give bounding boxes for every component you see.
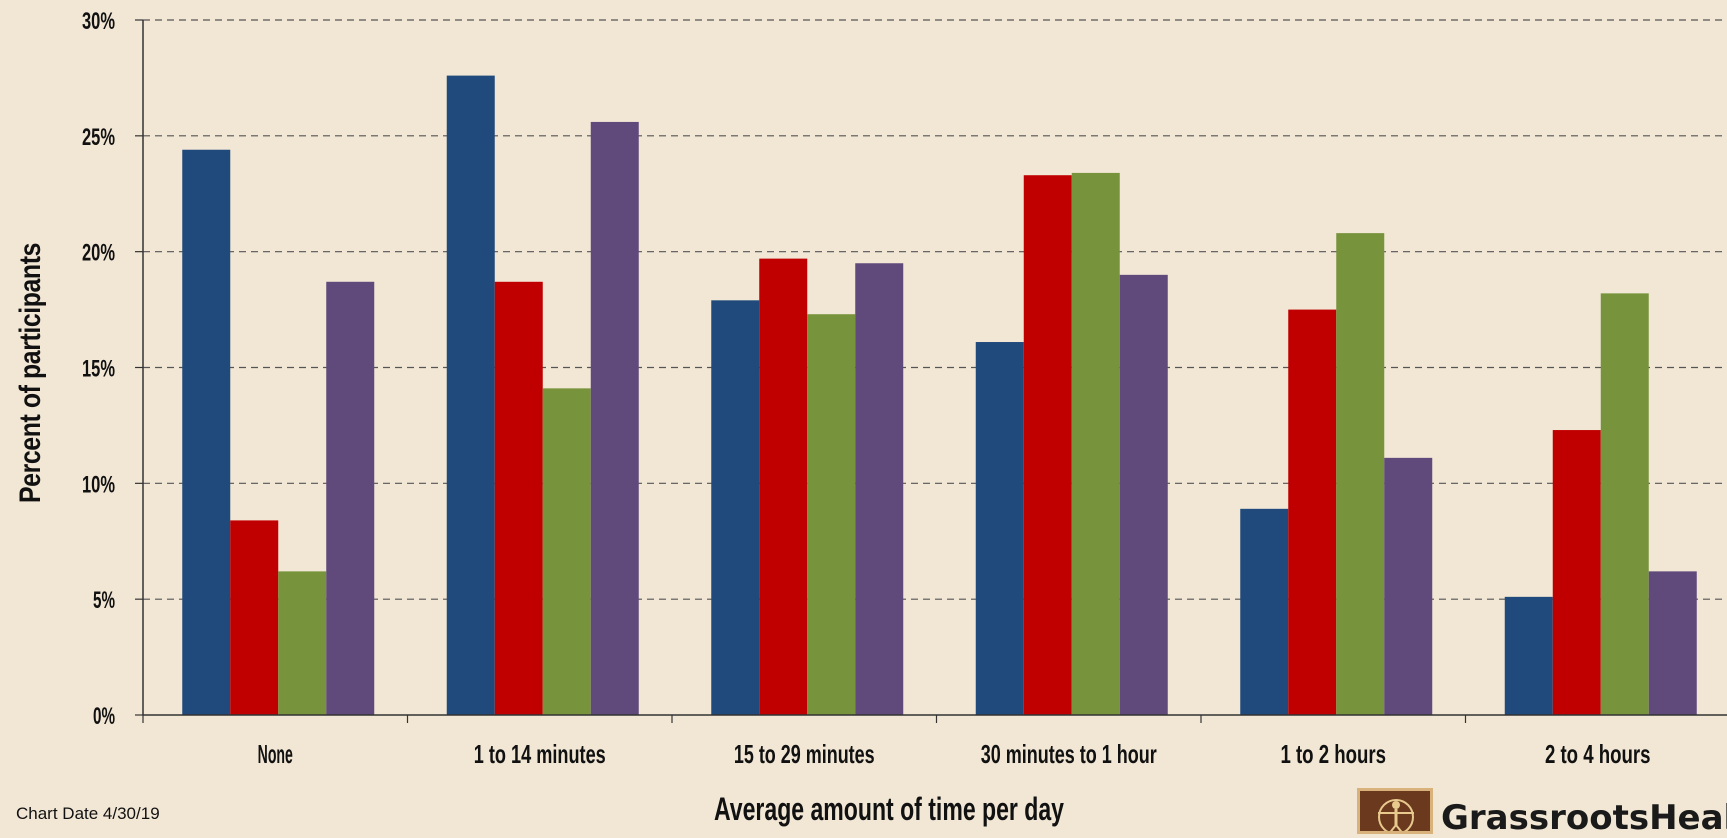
bar xyxy=(1119,274,1168,715)
bar xyxy=(1240,508,1289,715)
grassroots-health-logo: GrassrootsHealth xyxy=(1357,788,1727,838)
bar xyxy=(494,281,543,715)
y-axis-title: Percent of participants xyxy=(14,243,47,503)
bar xyxy=(1288,309,1337,715)
y-tick-label: 20% xyxy=(82,240,115,267)
x-tick-label: 15 to 29 minutes xyxy=(734,739,875,769)
bar xyxy=(855,263,904,715)
bar xyxy=(975,342,1024,715)
x-tick-label: None xyxy=(258,739,293,769)
bar xyxy=(807,314,856,715)
x-axis-category-labels: None 1 to 14 minutes 15 to 29 minutes 30 mi… xyxy=(258,739,1651,769)
bar xyxy=(1023,175,1072,715)
bar xyxy=(230,520,279,715)
bar xyxy=(711,300,760,715)
bar xyxy=(1552,430,1601,715)
bar xyxy=(1648,571,1697,715)
y-tick-label: 10% xyxy=(82,471,115,498)
y-axis-ticks: 0% 5% 10% 15% 20% 25% 30% xyxy=(82,8,143,730)
bar xyxy=(1336,233,1385,715)
bar xyxy=(326,281,375,715)
bars xyxy=(182,75,1697,716)
gridlines xyxy=(143,19,1727,600)
bar xyxy=(1600,293,1649,715)
x-axis-title: Average amount of time per day xyxy=(714,791,1064,827)
y-tick-label: 5% xyxy=(93,587,115,614)
y-tick-label: 25% xyxy=(82,124,115,151)
vitruvian-man-icon xyxy=(1357,788,1433,834)
logo-text: GrassrootsHealth xyxy=(1441,798,1727,838)
bar xyxy=(1504,596,1553,715)
y-tick-label: 15% xyxy=(82,356,115,383)
y-tick-label: 30% xyxy=(82,8,115,35)
chart-date: Chart Date 4/30/19 xyxy=(16,804,160,823)
bar xyxy=(446,75,495,716)
bar xyxy=(542,388,591,715)
bar xyxy=(1384,457,1433,715)
axes xyxy=(142,20,1727,723)
x-tick-label: 1 to 2 hours xyxy=(1280,739,1386,769)
bar xyxy=(590,121,639,715)
x-tick-label: 30 minutes to 1 hour xyxy=(981,739,1157,769)
x-tick-label: 1 to 14 minutes xyxy=(474,739,606,769)
bar xyxy=(759,258,808,715)
bar xyxy=(182,149,231,715)
x-tick-label: 2 to 4 hours xyxy=(1545,739,1651,769)
bar xyxy=(1071,172,1120,715)
bar xyxy=(278,571,327,715)
y-tick-label: 0% xyxy=(93,703,115,730)
